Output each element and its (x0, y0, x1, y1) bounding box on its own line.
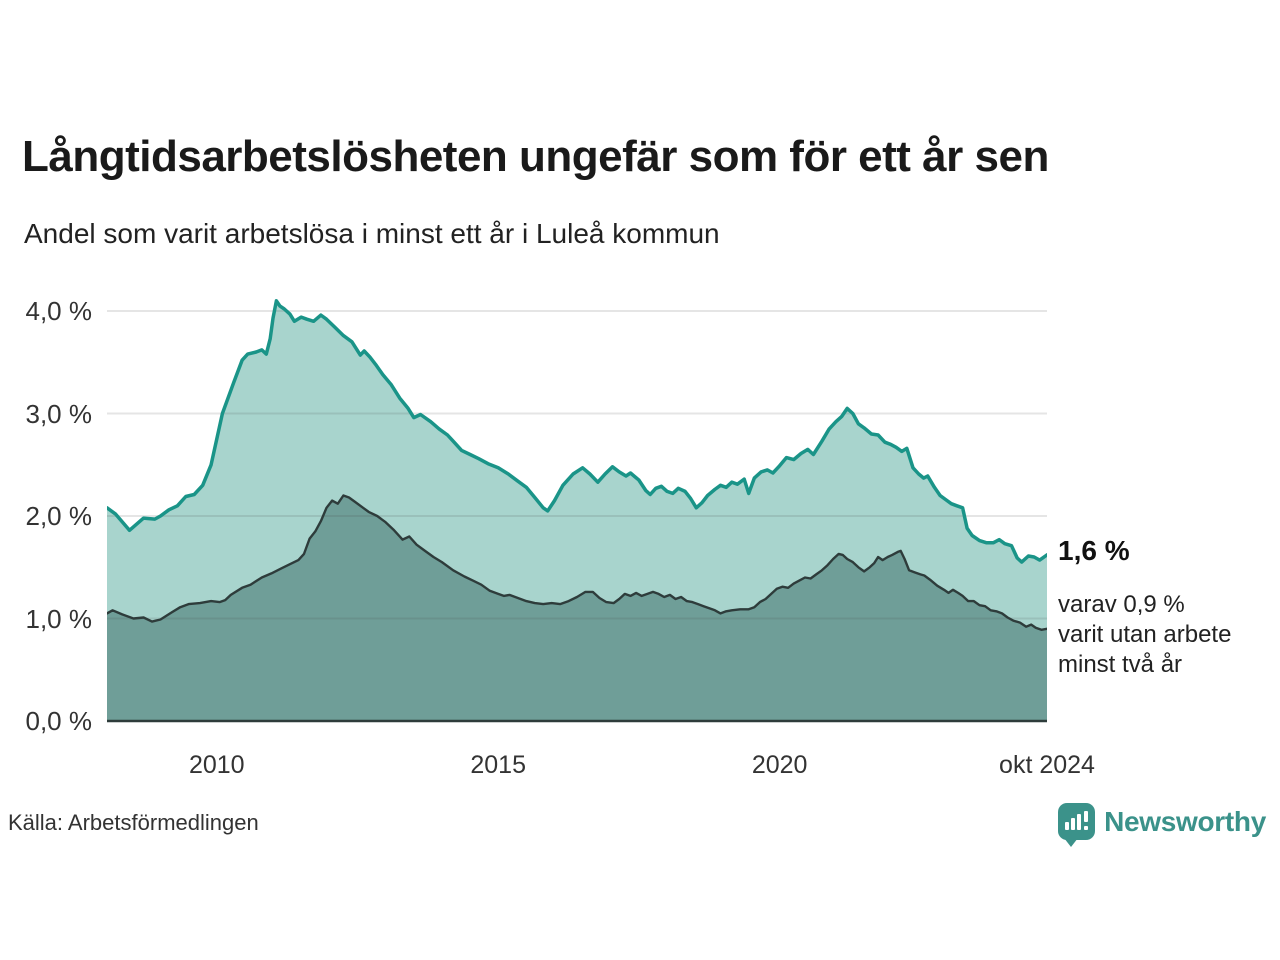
page-title: Långtidsarbetslösheten ungefär som för e… (22, 132, 1049, 181)
y-axis-tick-label: 1,0 % (25, 603, 93, 634)
x-axis-tick-label: 2015 (470, 751, 526, 779)
area-chart-svg (107, 299, 1047, 723)
source-credit: Källa: Arbetsförmedlingen (8, 810, 259, 835)
x-axis-tick-label: 2010 (188, 751, 245, 779)
secondary-annotation: varav 0,9 % varit utan arbete minst två … (1058, 590, 1231, 680)
speech-bubble-tail (1064, 838, 1079, 847)
plot-area (107, 289, 1047, 723)
y-axis-tick-label: 0,0 % (25, 706, 93, 736)
bar-chart-speech-bubble-icon (1058, 803, 1096, 847)
secondary-annotation-line: varav 0,9 % (1058, 591, 1185, 618)
brand-wordmark: Newsworthy (1104, 805, 1266, 837)
x-axis-tick-label: okt 2024 (999, 751, 1095, 779)
y-axis-tick-label: 3,0 % (25, 398, 93, 429)
y-axis-tick-label: 4,0 % (25, 296, 93, 326)
x-axis-tick-label: 2020 (751, 751, 808, 779)
secondary-annotation-line: varit utan arbete (1058, 621, 1232, 648)
latest-value-annotation: 1,6 % (1058, 535, 1130, 566)
page-subtitle: Andel som varit arbetslösa i minst ett å… (24, 218, 720, 249)
brand-logo: Newsworthy (1058, 803, 1266, 847)
y-axis-tick-label: 2,0 % (25, 501, 93, 531)
secondary-annotation-line: minst två år (1058, 651, 1183, 678)
